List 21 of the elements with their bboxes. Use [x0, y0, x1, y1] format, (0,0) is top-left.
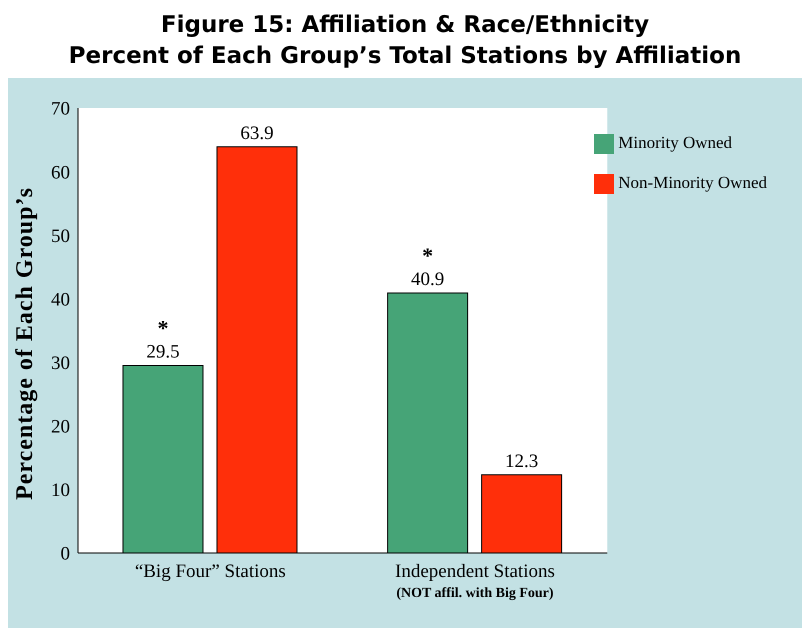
y-tick-label: 50: [51, 226, 70, 247]
chart-subtitle: Percent of Each Group’s Total Stations by Affiliation: [68, 42, 742, 71]
y-tick-label: 20: [51, 416, 70, 438]
y-tick-label: 60: [51, 162, 70, 184]
y-tick-label: 30: [51, 353, 70, 374]
x-tick-label: “Big Four” Stations: [134, 561, 286, 582]
data-label: 40.9: [410, 268, 444, 290]
legend-label: Non-Minority Owned: [618, 173, 767, 192]
chart-title: Figure 15: Affiliation & Race/Ethnicity: [160, 11, 650, 40]
legend-label: Minority Owned: [618, 133, 732, 152]
y-tick-label: 40: [51, 289, 70, 310]
y-axis-title: Percentage of Each Group’s: [12, 186, 38, 500]
data-label: 29.5: [146, 341, 180, 362]
x-tick-label: Independent Stations (NOT affil. with Big Four): [395, 561, 555, 601]
annotation: *: [157, 315, 168, 340]
data-label: 12.3: [504, 450, 538, 472]
annotation: *: [422, 242, 434, 268]
y-tick-label: 70: [51, 98, 70, 120]
y-tick-label: 10: [51, 480, 70, 502]
y-tick-label: 0: [60, 544, 70, 565]
data-label: 63.9: [240, 122, 274, 144]
